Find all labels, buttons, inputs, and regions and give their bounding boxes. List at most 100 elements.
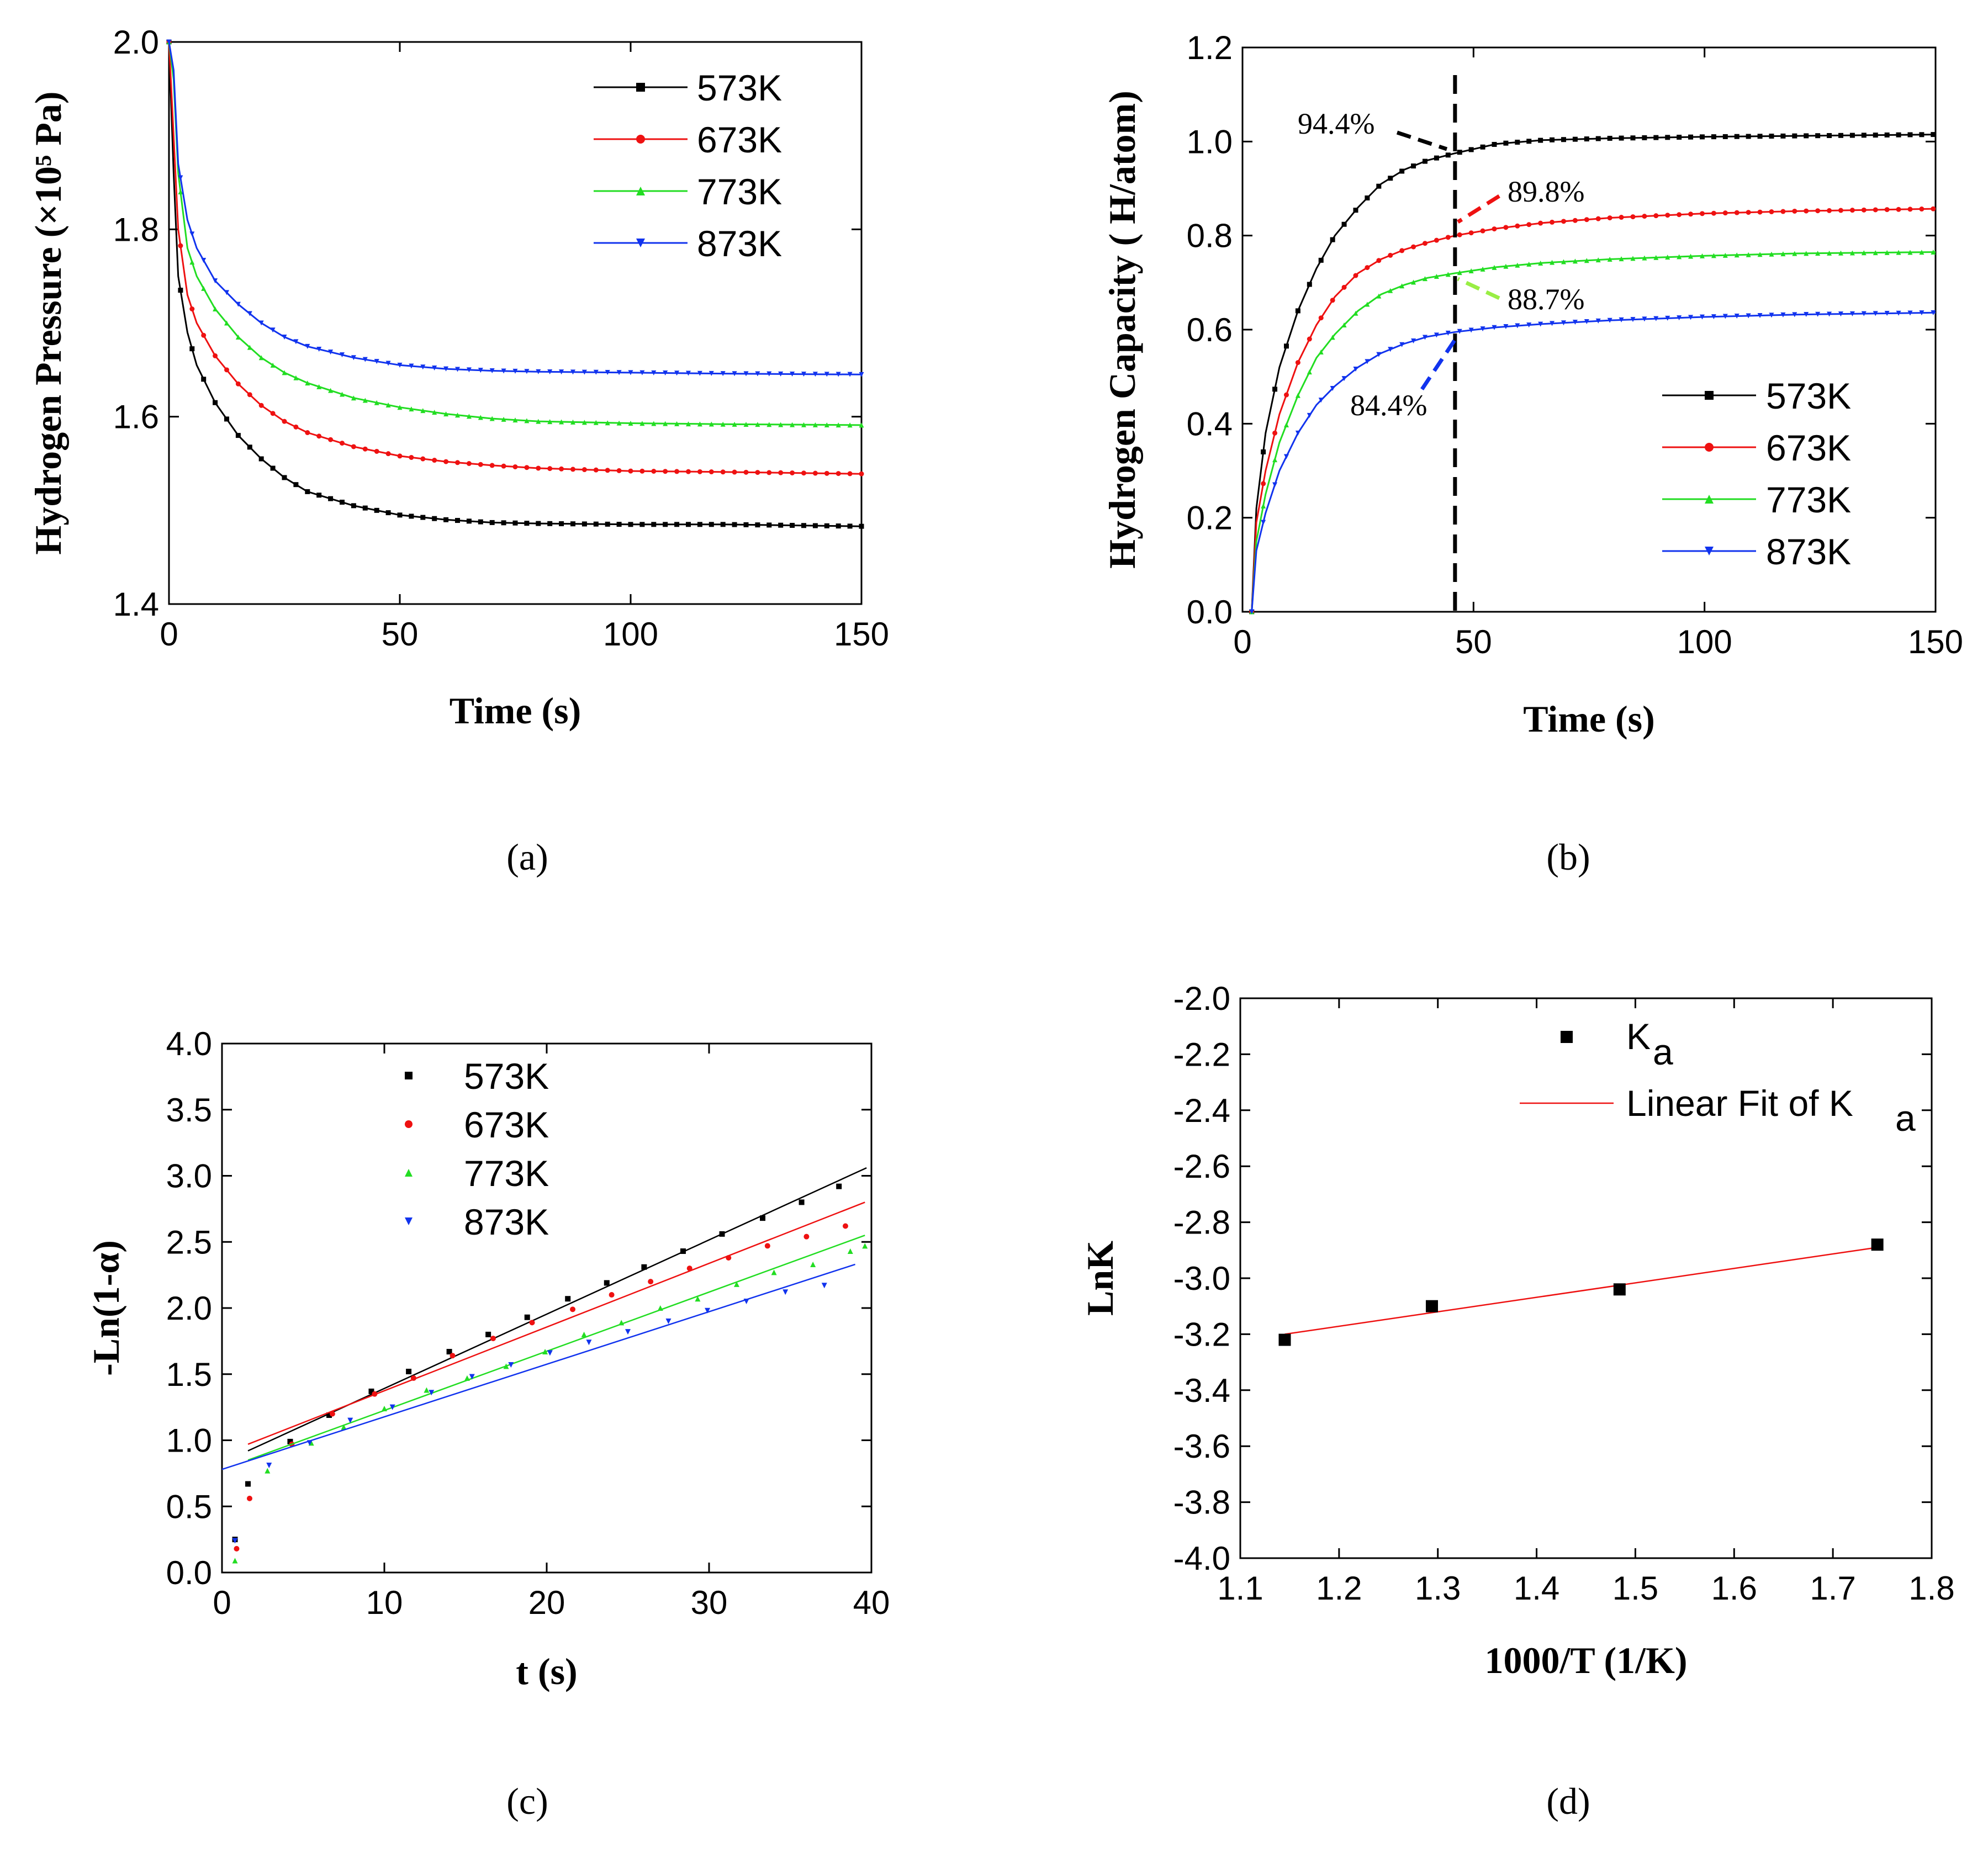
series-marker-573K	[674, 522, 680, 527]
series-marker-773K	[697, 421, 702, 427]
series-marker-573K	[1699, 134, 1705, 140]
series-marker-873K	[397, 362, 403, 368]
series-marker-873K	[1722, 314, 1728, 319]
series-marker-773K	[1630, 256, 1636, 261]
data-point-573K	[245, 1481, 251, 1487]
series-marker-573K	[1538, 137, 1543, 143]
series-marker-773K	[1457, 270, 1462, 276]
x-tick-label: 1.8	[1908, 1570, 1954, 1607]
data-point-573K	[406, 1368, 412, 1374]
series-marker-573K	[189, 346, 195, 352]
series-marker-773K	[189, 260, 195, 265]
legend-label-773K: 773K	[697, 171, 782, 212]
series-marker-573K	[282, 475, 287, 480]
data-point-773K	[265, 1468, 271, 1474]
series-marker-673K	[1272, 430, 1278, 436]
series-marker-673K	[1457, 232, 1462, 237]
series-marker-673K	[189, 306, 195, 312]
series-marker-773K	[213, 306, 218, 312]
series-marker-673K	[778, 470, 784, 475]
series-marker-673K	[663, 469, 668, 474]
series-marker-573K	[709, 522, 714, 527]
panel-caption-a: (a)	[506, 836, 548, 878]
series-marker-873K	[1457, 329, 1462, 334]
series-marker-673K	[1399, 248, 1405, 253]
series-marker-673K	[420, 456, 426, 462]
series-marker-773K	[1907, 250, 1913, 255]
series-marker-573K	[524, 521, 530, 526]
series-marker-873K	[1538, 321, 1543, 327]
series-marker-873K	[1757, 313, 1763, 318]
series-marker-873K	[362, 357, 368, 362]
series-marker-573K	[455, 518, 460, 523]
y-axis-title: -Ln(1-α)	[85, 1240, 127, 1376]
data-point-873K	[232, 1538, 238, 1544]
legend-label-573K: 573K	[1766, 375, 1851, 416]
series-marker-773K	[316, 384, 322, 389]
series-marker-873K	[1283, 454, 1289, 459]
y-tick-label: 2.0	[166, 1290, 212, 1327]
series-573K: 573K	[232, 1056, 867, 1543]
series-marker-873K	[351, 355, 356, 361]
y-tick-label: 0.2	[1187, 500, 1233, 537]
series-marker-673K	[351, 444, 356, 449]
series-marker-673K	[1861, 207, 1867, 213]
series-marker-773K	[581, 420, 587, 425]
series-marker-873K	[1619, 317, 1624, 322]
series-marker-773K	[501, 416, 506, 422]
series-marker-873K	[1804, 312, 1809, 317]
series-marker-873K	[1341, 376, 1347, 382]
series-marker-673K	[1480, 228, 1485, 234]
series-line-573K	[168, 41, 862, 527]
series-marker-873K	[1699, 314, 1705, 320]
series-marker-773K	[1307, 369, 1312, 375]
series-marker-773K	[859, 422, 864, 428]
series-marker-873K	[709, 370, 714, 376]
series-marker-773K	[605, 420, 610, 426]
series-marker-673K	[501, 463, 506, 469]
annotation-label: 89.8%	[1508, 175, 1584, 208]
series-marker-873K	[409, 363, 414, 369]
series-marker-573K	[824, 523, 829, 528]
x-tick-label: 1.7	[1810, 1570, 1855, 1607]
data-point-573K	[799, 1199, 805, 1205]
series-marker-773K	[593, 420, 599, 425]
series-marker-573K	[1804, 133, 1809, 139]
series-marker-673K	[455, 460, 460, 465]
series-marker-773K	[1722, 252, 1728, 258]
legend-marker-573K	[636, 83, 645, 92]
series-marker-873K	[258, 320, 264, 326]
panel-caption-b: (b)	[1546, 836, 1590, 878]
series-marker-673K	[1734, 210, 1739, 215]
data-point-673K	[842, 1223, 848, 1229]
series-marker-773K	[1827, 250, 1832, 256]
series-marker-573K	[559, 521, 564, 527]
y-tick-label: -3.2	[1173, 1316, 1230, 1353]
x-tick-label: 10	[366, 1584, 403, 1621]
series-marker-673K	[1804, 208, 1809, 214]
series-marker-673K	[1838, 208, 1843, 213]
series-marker-673K	[1780, 209, 1786, 214]
series-marker-773K	[1677, 254, 1682, 260]
series-marker-673K	[1619, 215, 1624, 220]
series-marker-873K	[316, 347, 322, 352]
data-point-673K	[329, 1411, 335, 1417]
y-tick-label: 2.0	[113, 24, 159, 61]
series-marker-573K	[639, 522, 645, 527]
series-marker-573K	[801, 523, 806, 528]
series-marker-873K	[1861, 311, 1867, 316]
series-marker-673K	[235, 381, 241, 387]
x-tick-label: 1.2	[1316, 1570, 1362, 1607]
series-marker-773K	[362, 398, 368, 403]
series-marker-573K	[766, 522, 772, 528]
fit-line-873K	[221, 1263, 855, 1470]
series-marker-773K	[247, 345, 252, 350]
series-marker-673K	[178, 243, 183, 248]
data-point-573K	[604, 1280, 610, 1286]
series-marker-773K	[1376, 293, 1382, 299]
series-marker-673K	[674, 469, 680, 474]
series-marker-573K	[1931, 132, 1936, 137]
data-point-673K	[410, 1375, 416, 1381]
series-marker-673K	[1722, 210, 1728, 216]
series-marker-873K	[466, 367, 472, 373]
